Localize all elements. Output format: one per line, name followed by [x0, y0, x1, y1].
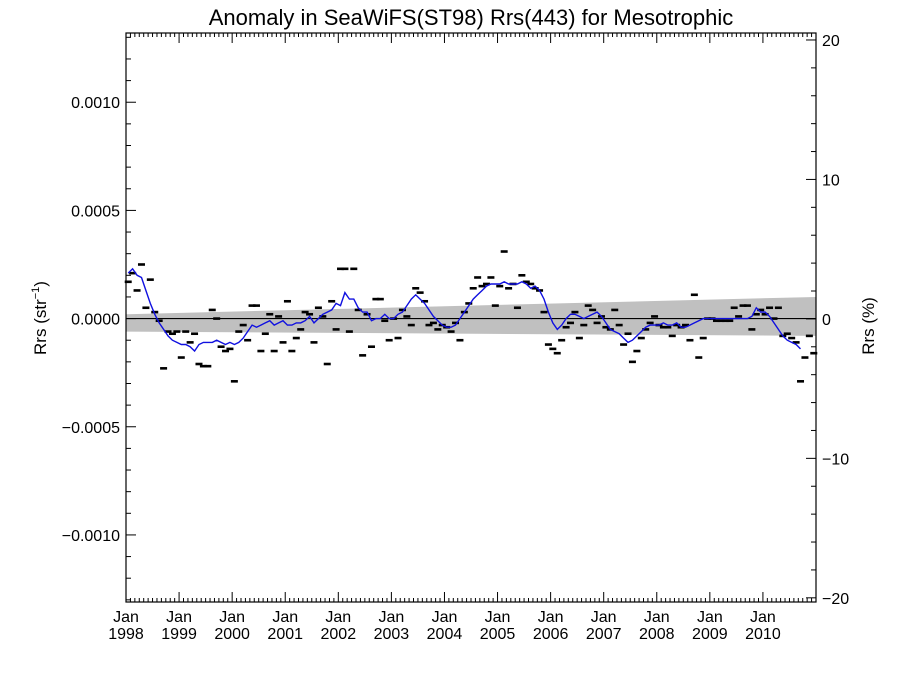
x-tick-label-year: 2002 — [321, 626, 357, 643]
x-tick-label-month: Jan — [644, 609, 670, 626]
x-tick-label-month: Jan — [432, 609, 458, 626]
x-tick-label-month: Jan — [272, 609, 298, 626]
y2-tick-label: −20 — [822, 591, 849, 608]
y2-axis-label: Rrs (%) — [859, 297, 878, 355]
smoothed-anomaly-line-layer — [127, 267, 801, 353]
y2-tick-label: 0 — [822, 312, 831, 329]
x-tick-label-year: 2000 — [214, 626, 250, 643]
x-tick-label-month: Jan — [485, 609, 511, 626]
x-tick-label-year: 2004 — [427, 626, 463, 643]
x-tick-label-month: Jan — [750, 609, 776, 626]
x-tick-label-month: Jan — [325, 609, 351, 626]
x-tick-label-month: Jan — [378, 609, 404, 626]
y-tick-label: 0.0010 — [71, 95, 120, 112]
x-tick-label-month: Jan — [166, 609, 192, 626]
x-tick-label-month: Jan — [538, 609, 564, 626]
y-tick-label: 0.0005 — [71, 203, 120, 220]
y-axis-label-superscript: −1 — [30, 287, 42, 300]
trend-band-layer — [126, 296, 816, 336]
y-tick-label: 0.0000 — [71, 312, 120, 329]
y2-tick-label: −10 — [822, 451, 849, 468]
chart-title: Anomaly in SeaWiFS(ST98) Rrs(443) for Me… — [209, 5, 734, 30]
y-axis-label: Rrs (str−1) — [30, 281, 50, 355]
x-tick-label-month: Jan — [697, 609, 723, 626]
x-tick-label-year: 2010 — [745, 626, 781, 643]
x-tick-label-year: 2006 — [533, 626, 569, 643]
trend-confidence-band — [126, 296, 816, 336]
x-tick-label-year: 1999 — [161, 626, 197, 643]
smoothed-anomaly-line — [127, 267, 801, 353]
y2-tick-label: 20 — [822, 33, 840, 50]
axes-layer: Jan1998Jan1999Jan2000Jan2001Jan2002Jan20… — [62, 32, 849, 643]
x-tick-label-year: 2009 — [692, 626, 728, 643]
x-tick-label-year: 2001 — [267, 626, 303, 643]
y-tick-label: −0.0005 — [62, 420, 120, 437]
y-tick-label: −0.0010 — [62, 528, 120, 545]
x-tick-label-month: Jan — [219, 609, 245, 626]
x-tick-label-year: 2008 — [639, 626, 675, 643]
x-tick-label-month: Jan — [591, 609, 617, 626]
x-tick-label-month: Jan — [113, 609, 139, 626]
x-tick-label-year: 1998 — [108, 626, 144, 643]
y2-tick-label: 10 — [822, 172, 840, 189]
x-tick-label-year: 2007 — [586, 626, 622, 643]
x-tick-label-year: 2003 — [374, 626, 410, 643]
y-axis-label-close: ) — [31, 281, 50, 287]
y-axis-label-text: Rrs (str — [31, 299, 50, 355]
x-tick-label-year: 2005 — [480, 626, 516, 643]
